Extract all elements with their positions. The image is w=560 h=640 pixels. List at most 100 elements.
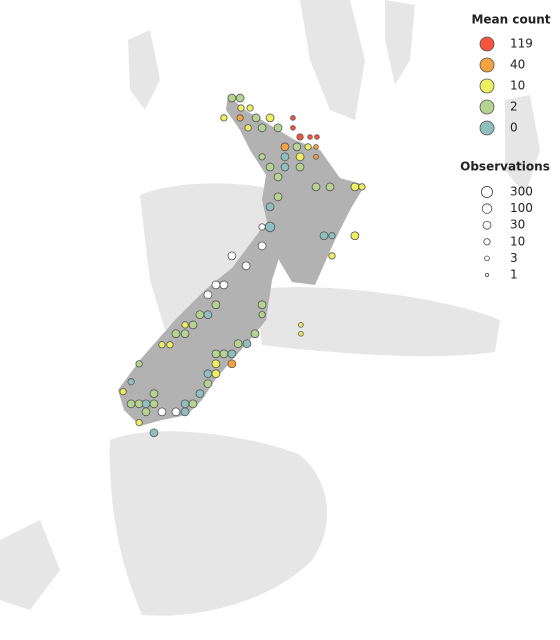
bubble [313, 144, 319, 150]
legend-label: 1 [510, 268, 518, 282]
bubble [325, 182, 335, 192]
bubble [203, 379, 213, 389]
bubble [219, 349, 229, 359]
bubble [241, 261, 251, 271]
bubble [257, 241, 267, 251]
bubble [157, 407, 167, 417]
bubble [211, 359, 221, 369]
bubble [258, 153, 266, 161]
legend-label: 10 [510, 79, 525, 93]
bubble [171, 329, 181, 339]
bubble [149, 389, 159, 398]
legend-size [481, 203, 493, 214]
bubble [290, 115, 296, 121]
bubble [304, 143, 312, 151]
bubble [181, 321, 189, 329]
seabed [0, 0, 540, 616]
bubble [135, 419, 143, 427]
bubble [290, 125, 296, 131]
bubble [171, 407, 181, 417]
bubble [280, 142, 290, 152]
legend: Mean count Observations 119 40 10 2 0 300 100 3… [460, 13, 551, 282]
bubble [242, 339, 252, 349]
bubble [227, 251, 237, 261]
legend-size [483, 238, 491, 246]
bubble [265, 162, 275, 172]
bubble [350, 182, 360, 192]
bubble [257, 300, 267, 310]
legend-title: Observations [460, 160, 550, 174]
legend-label: 3 [510, 251, 518, 265]
bubble [237, 104, 245, 112]
legend-label: 30 [510, 218, 525, 232]
bubble [328, 232, 336, 240]
bubble [188, 320, 198, 330]
bubble [227, 349, 237, 359]
legend-swatch [479, 57, 495, 73]
bubble [328, 252, 336, 260]
bubble [258, 223, 266, 231]
bubble [126, 399, 136, 409]
bubble [180, 399, 190, 409]
legend-title: Mean count [471, 13, 550, 27]
bubble [244, 124, 252, 132]
bubble [233, 339, 243, 349]
bubble [273, 123, 283, 133]
bubble [135, 360, 143, 368]
bubble [251, 113, 261, 123]
bubble [236, 114, 244, 122]
legend-size [482, 220, 492, 230]
bubble [141, 399, 151, 409]
bubble [119, 388, 127, 396]
bubble [166, 341, 174, 349]
bubble [203, 310, 213, 320]
legend-label: 100 [510, 201, 533, 215]
bubble [227, 93, 237, 103]
bubble [203, 290, 213, 300]
bubble [296, 133, 304, 141]
bubble [149, 399, 159, 409]
bubble [280, 162, 290, 172]
legend-label: 300 [510, 185, 533, 199]
legend-size [484, 255, 490, 262]
bubble [195, 310, 205, 320]
bubble [211, 280, 221, 290]
bubble [298, 322, 304, 328]
bubble [264, 221, 276, 233]
bubble [149, 428, 159, 438]
bubble [298, 330, 304, 337]
bubble [280, 152, 290, 162]
bubble [203, 369, 213, 379]
bubble [141, 407, 151, 417]
bubble [313, 154, 319, 160]
legend-label: 2 [510, 100, 518, 114]
bubble [358, 183, 366, 191]
bubble [180, 407, 190, 417]
bubble [235, 93, 245, 103]
legend-label: 119 [510, 37, 533, 51]
bubble [314, 134, 320, 140]
bubble [258, 311, 266, 319]
bubble [295, 152, 305, 162]
legend-size [484, 272, 489, 277]
bubble [188, 399, 198, 409]
bubble [227, 359, 237, 369]
bubble [265, 113, 275, 123]
bubble [211, 349, 221, 359]
bubble [265, 202, 275, 212]
bubble [273, 172, 283, 182]
bubble [158, 341, 166, 349]
bubble [311, 182, 321, 192]
bubble [219, 280, 229, 290]
bubble [127, 378, 135, 386]
bubble [246, 104, 254, 112]
bubble [350, 231, 360, 241]
bubble [211, 369, 221, 379]
legend-label: 0 [510, 121, 518, 135]
bubble [292, 142, 302, 152]
legend-swatch [479, 78, 495, 94]
bubble [307, 134, 313, 140]
bubble [250, 329, 260, 339]
bubble [319, 231, 329, 241]
